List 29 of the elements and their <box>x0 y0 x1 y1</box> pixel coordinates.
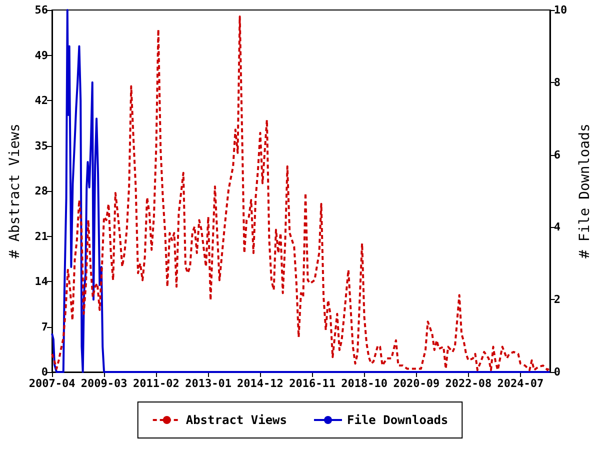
y2-tick-label: 0 <box>554 366 560 378</box>
y2-tick-label: 6 <box>554 148 561 162</box>
y2-axis-title: # File Downloads <box>577 124 593 258</box>
x-tick-label: 2013-01 <box>185 377 232 390</box>
y2-tick-label: 4 <box>554 220 561 234</box>
legend-label: File Downloads <box>347 413 448 427</box>
x-tick-label: 2020-09 <box>393 377 440 390</box>
y-tick-label: 0 <box>41 366 48 378</box>
x-tick-label: 2011-02 <box>133 377 180 390</box>
y-tick-label: 49 <box>34 48 48 62</box>
x-tick-label: 2009-03 <box>80 377 128 390</box>
y2-tick-label: 10 <box>554 4 568 16</box>
x-tick-label: 2007-04 <box>28 377 76 390</box>
y-tick-label: 35 <box>34 139 48 152</box>
y-tick-label: 7 <box>41 320 48 334</box>
y2-tick-label: 2 <box>554 293 560 306</box>
y-tick-label: 14 <box>34 275 48 288</box>
y2-tick-label: 8 <box>554 76 560 89</box>
y-tick-label: 42 <box>34 94 48 107</box>
legend-label: Abstract Views <box>186 413 288 427</box>
y-axis-title: # Abstract Views <box>7 124 23 258</box>
y-tick-label: 21 <box>34 230 48 243</box>
x-tick-label: 2018-10 <box>341 377 388 390</box>
x-tick-label: 2024-07 <box>497 377 544 390</box>
y-tick-label: 28 <box>34 184 48 198</box>
x-tick-label: 2022-08 <box>445 377 492 390</box>
x-tick-label: 2014-12 <box>237 377 284 390</box>
x-tick-label: 2016-11 <box>289 377 336 390</box>
y-tick-label: 56 <box>34 4 48 16</box>
